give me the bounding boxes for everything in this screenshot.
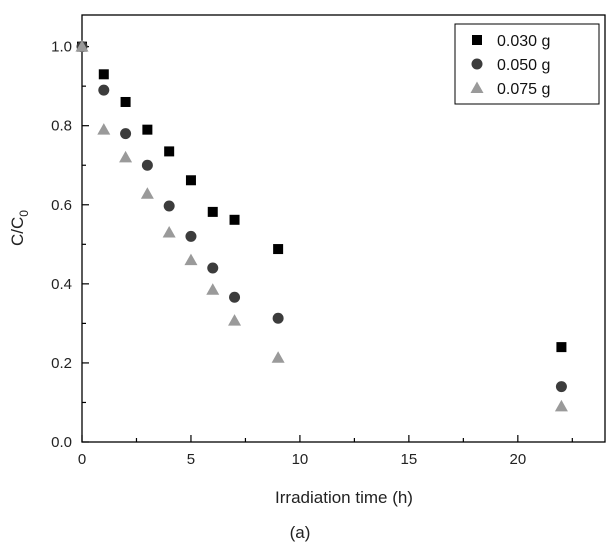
y-tick-label: 1.0 (51, 39, 72, 56)
legend-marker-2 (471, 58, 483, 70)
data-markers (75, 40, 568, 412)
data-point-series-3 (119, 150, 133, 163)
y-axis-title-subscript: 0 (17, 210, 31, 217)
plot-frame (81, 14, 606, 443)
legend-marker-1 (472, 35, 482, 45)
data-point-series-3 (162, 225, 176, 238)
data-point-series-2 (120, 128, 132, 140)
data-point-series-2 (207, 262, 219, 274)
data-point-series-3 (228, 314, 242, 326)
data-point-series-1 (142, 124, 153, 135)
legend-label-3: 0.075 g (497, 81, 550, 98)
x-tick-label: 10 (292, 451, 309, 468)
y-tick-label: 0.8 (51, 118, 72, 135)
y-tick-label: 0.0 (51, 434, 72, 451)
y-tick-label: 0.2 (51, 355, 72, 372)
legend-marker-3 (470, 81, 484, 93)
data-point-series-3 (75, 40, 89, 52)
data-point-series-1 (207, 206, 218, 217)
data-point-series-1 (556, 342, 567, 353)
x-tick-label: 5 (187, 451, 195, 468)
data-point-series-2 (229, 291, 241, 303)
data-point-series-1 (98, 69, 109, 80)
data-point-series-2 (98, 84, 110, 96)
data-point-series-3 (554, 399, 568, 412)
data-point-series-2 (163, 200, 175, 212)
data-point-series-3 (184, 253, 198, 266)
y-axis-title-main: C/C (8, 217, 27, 246)
data-point-series-1 (164, 146, 175, 157)
x-axis-title: Irradiation time (h) (275, 488, 413, 507)
data-point-series-2 (272, 312, 284, 324)
data-point-series-1 (120, 96, 131, 107)
x-tick-label: 15 (401, 451, 418, 468)
data-point-series-2 (555, 381, 567, 393)
x-tick-label: 0 (78, 451, 86, 468)
data-point-series-3 (140, 187, 154, 199)
y-tick-label: 0.6 (51, 197, 72, 214)
data-point-series-2 (185, 230, 197, 242)
data-point-series-3 (206, 283, 220, 295)
y-axis-title: C/C0 (8, 210, 31, 246)
data-point-series-3 (97, 123, 111, 135)
data-point-series-3 (271, 351, 285, 363)
y-axis-ticks: 0.0 0.2 0.4 0.6 0.8 1.0 (51, 39, 89, 451)
data-point-series-1 (229, 214, 240, 225)
data-point-series-2 (141, 159, 153, 171)
x-axis-ticks: 0 5 10 15 20 (78, 435, 573, 468)
y-tick-label: 0.4 (51, 276, 72, 293)
legend-label-1: 0.030 g (497, 33, 550, 50)
data-point-series-1 (185, 175, 196, 186)
data-point-series-1 (273, 244, 284, 255)
legend: 0.030 g 0.050 g 0.075 g (454, 23, 600, 105)
legend-label-2: 0.050 g (497, 57, 550, 74)
figure-caption: (a) (290, 523, 311, 542)
x-tick-label: 20 (509, 451, 526, 468)
